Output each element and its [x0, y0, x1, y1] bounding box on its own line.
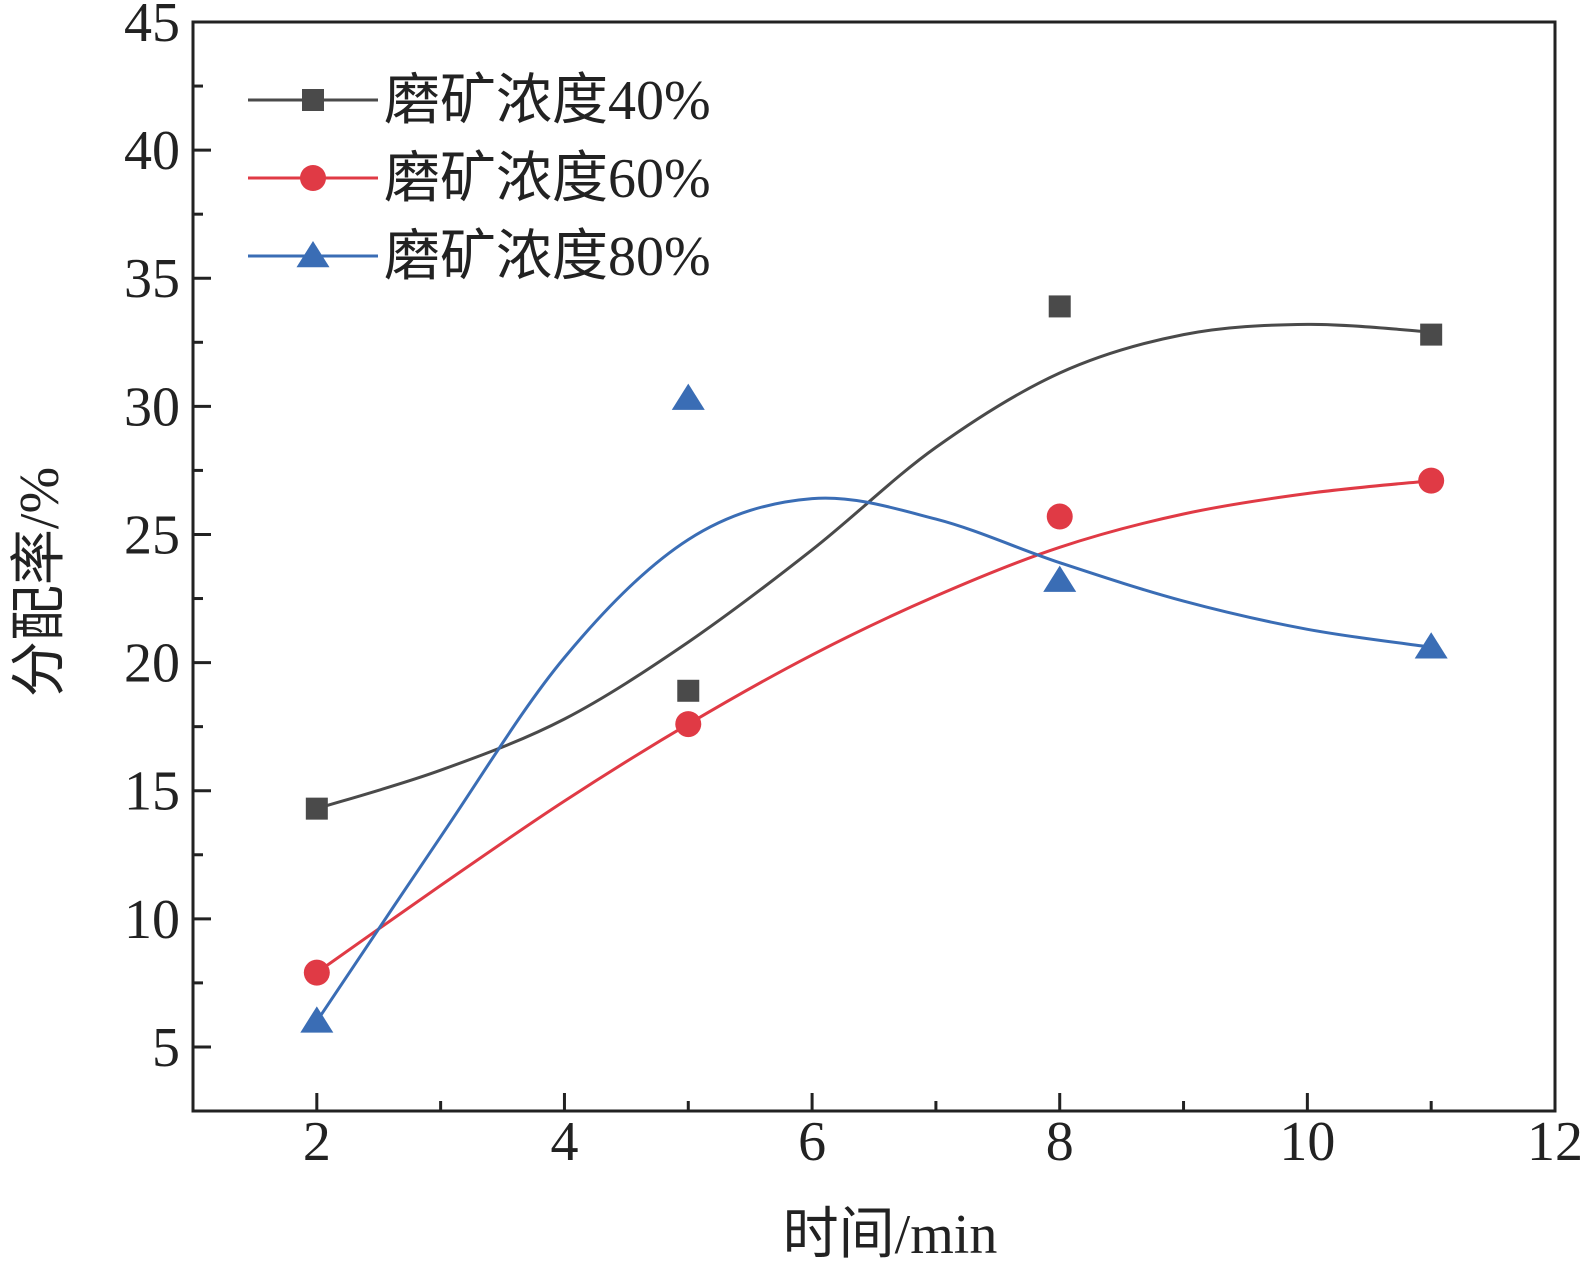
- data-point-series-2: [1418, 467, 1445, 494]
- data-point-series-3: [300, 1006, 334, 1033]
- y-tick-label: 20: [124, 633, 180, 695]
- legend-marker-series-2: [300, 165, 326, 191]
- legend-marker-series-1: [302, 89, 324, 111]
- data-point-series-1: [677, 679, 700, 702]
- fit-curve-series-1: [316, 322, 1432, 811]
- y-tick-label: 15: [124, 761, 180, 823]
- data-markers: [300, 295, 1448, 1033]
- data-point-series-1: [1420, 323, 1443, 346]
- y-tick-label: 10: [124, 889, 180, 951]
- fit-curve-series-3: [315, 496, 1432, 1023]
- legend-label-series-3: 磨矿浓度80%: [384, 226, 711, 288]
- legend-label-series-2: 磨矿浓度60%: [384, 148, 711, 210]
- legend-marker-series-3: [296, 241, 330, 268]
- y-tick-label: 35: [124, 248, 180, 310]
- plot-frame: [191, 20, 1557, 1113]
- axis-ticks: [191, 20, 1557, 1111]
- y-tick-label: 40: [124, 120, 180, 182]
- y-tick-label: 45: [124, 0, 180, 54]
- data-point-series-2: [675, 711, 702, 738]
- data-point-series-3: [1414, 632, 1448, 659]
- x-tick-label: 2: [303, 1111, 331, 1173]
- x-axis-title: 时间/min: [783, 1204, 998, 1266]
- y-tick-label: 25: [124, 504, 180, 566]
- x-tick-label: 10: [1279, 1111, 1335, 1173]
- tick-labels: 2 4 6 8 10 12 5 10 15 20 25 30 35 40 45: [124, 0, 1583, 1173]
- x-tick-label: 4: [550, 1111, 578, 1173]
- data-point-series-2: [1046, 503, 1073, 530]
- fit-curve-series-2: [315, 479, 1432, 974]
- data-point-series-3: [1043, 565, 1077, 592]
- data-point-series-3: [671, 383, 705, 410]
- data-point-series-2: [303, 959, 330, 986]
- x-tick-label: 6: [798, 1111, 826, 1173]
- fit-curves: [315, 322, 1432, 1023]
- x-tick-label: 8: [1046, 1111, 1074, 1173]
- x-tick-label: 12: [1527, 1111, 1583, 1173]
- y-axis-title: 分配率/%: [9, 467, 71, 697]
- data-point-series-1: [1048, 295, 1071, 318]
- data-point-series-1: [305, 797, 328, 820]
- y-tick-label: 30: [124, 376, 180, 438]
- legend: 磨矿浓度40% 磨矿浓度60% 磨矿浓度80%: [248, 70, 711, 288]
- legend-label-series-1: 磨矿浓度40%: [384, 70, 711, 132]
- y-tick-label: 5: [152, 1017, 180, 1079]
